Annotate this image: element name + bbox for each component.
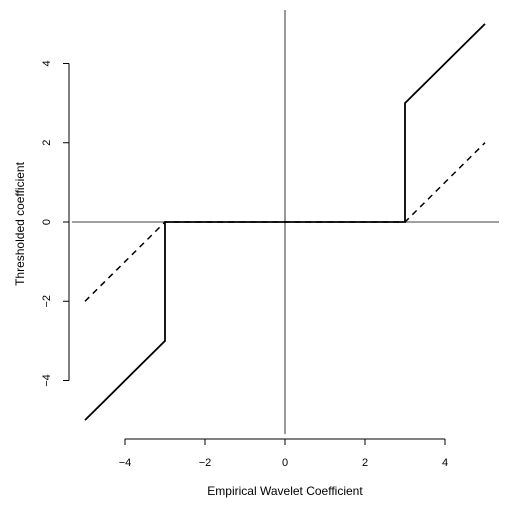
y-axis-label: Thresholded coefficient bbox=[13, 161, 27, 286]
x-axis-label: Empirical Wavelet Coefficient bbox=[207, 484, 363, 498]
y-tick-label: 4 bbox=[41, 60, 53, 66]
y-tick-label: 2 bbox=[41, 140, 53, 146]
y-tick-label: 0 bbox=[41, 219, 53, 225]
x-axis: −4 −2 0 2 4 bbox=[119, 439, 448, 469]
y-axis: −4 −2 0 2 4 bbox=[41, 60, 69, 386]
y-tick-label: −2 bbox=[41, 295, 53, 308]
x-tick-label: 0 bbox=[282, 457, 288, 469]
x-tick-label: −2 bbox=[199, 457, 212, 469]
y-tick-label: −4 bbox=[41, 374, 53, 387]
x-tick-label: 2 bbox=[362, 457, 368, 469]
x-tick-label: 4 bbox=[442, 457, 448, 469]
x-tick-label: −4 bbox=[119, 457, 132, 469]
